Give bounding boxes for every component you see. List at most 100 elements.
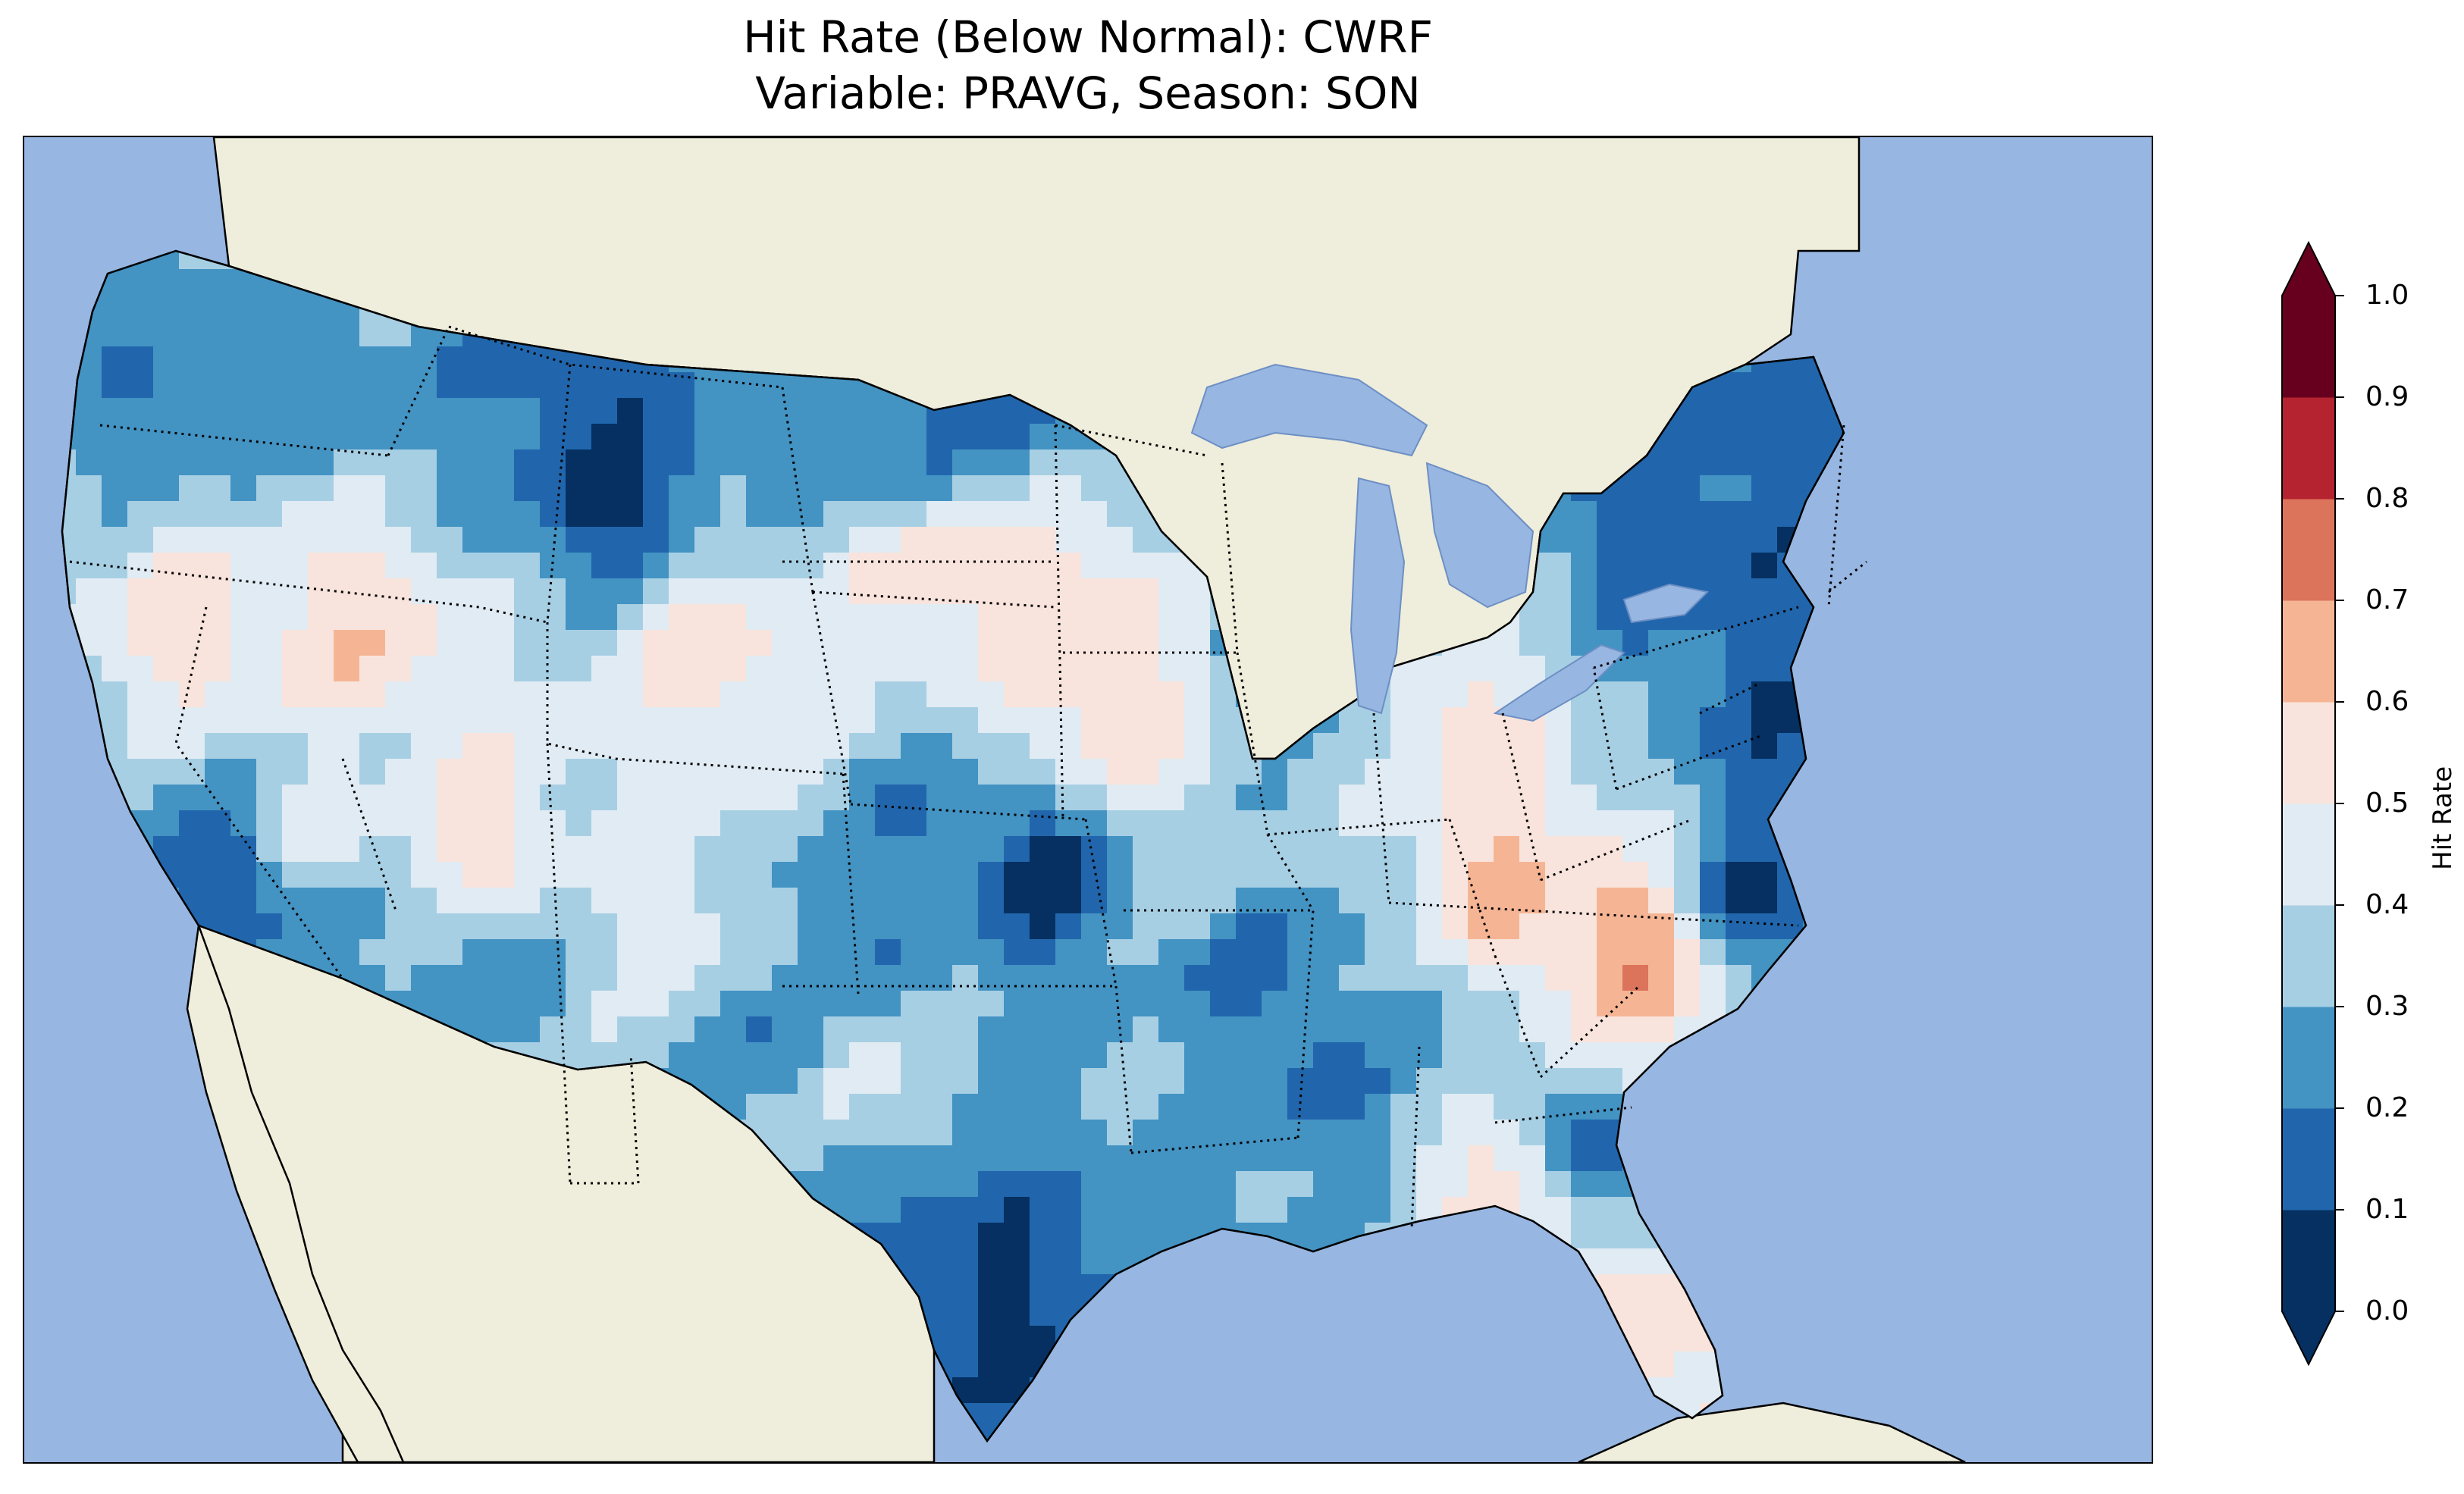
hit-rate-cell (256, 449, 283, 476)
hit-rate-cell (1030, 1326, 1056, 1352)
hit-rate-cell (1674, 1326, 1701, 1352)
colorbar-bin (2282, 803, 2335, 906)
hit-rate-cell (823, 862, 850, 888)
lake-michigan (1350, 477, 1406, 715)
hit-rate-cell (1442, 991, 1469, 1017)
hit-rate-cell (1313, 913, 1340, 940)
hit-rate-cell (437, 707, 463, 734)
hit-rate-cell (643, 475, 669, 502)
hit-rate-cell (308, 398, 334, 424)
hit-rate-cell (1751, 553, 1778, 579)
state-borders (69, 325, 1867, 1229)
hit-rate-cell (772, 1094, 798, 1120)
hit-rate-cell (1287, 1016, 1314, 1043)
hit-rate-cell (1442, 1042, 1469, 1069)
hit-rate-cell (127, 346, 154, 373)
hit-rate-cell (488, 810, 515, 837)
hit-rate-cell (798, 733, 824, 760)
hit-rate-cell (669, 707, 695, 734)
hit-rate-cell (1597, 681, 1623, 708)
hit-rate-cell (1597, 578, 1623, 605)
hit-rate-cell (1622, 1274, 1649, 1301)
hit-rate-cell (1055, 1197, 1082, 1223)
hit-rate-cell (1365, 1094, 1391, 1120)
hit-rate-cell (1184, 1042, 1211, 1069)
hit-rate-cell (488, 604, 515, 631)
hit-rate-cell (798, 449, 824, 476)
lake-huron (1425, 462, 1535, 609)
hit-rate-cell (617, 836, 644, 863)
hit-rate-cell (720, 888, 747, 914)
hit-rate-cell (952, 1094, 979, 1120)
hit-rate-cell (230, 424, 257, 450)
hit-rate-cell (617, 862, 644, 888)
hit-rate-cell (694, 785, 721, 811)
hit-rate-cell (1184, 862, 1211, 888)
hit-rate-cell (591, 398, 618, 424)
hit-rate-cell (540, 785, 566, 811)
hit-rate-cell (1390, 1120, 1417, 1146)
hit-rate-cell (746, 449, 773, 476)
hit-rate-cell (1339, 1042, 1365, 1069)
hit-rate-cell (1545, 630, 1572, 656)
hit-rate-cell (1004, 1016, 1030, 1043)
hit-rate-cell (282, 449, 309, 476)
hit-rate-cell (1133, 759, 1159, 785)
hit-rate-cell (694, 604, 721, 631)
hit-rate-cell (76, 527, 102, 553)
hit-rate-cell (952, 1171, 979, 1198)
hit-rate-cell (875, 1094, 901, 1120)
hit-rate-cell (1571, 733, 1597, 760)
hit-rate-cell (746, 759, 773, 785)
hit-rate-cell (1726, 604, 1752, 631)
hit-rate-cell (1287, 836, 1314, 863)
hit-rate-cell (591, 424, 618, 450)
hit-rate-cell (488, 578, 515, 605)
colorbar-extend-min (2282, 1311, 2335, 1364)
hit-rate-cell (1313, 785, 1340, 811)
hit-rate-cell (1081, 656, 1108, 682)
hit-rate-cell (1674, 527, 1701, 553)
hit-rate-cell (901, 939, 927, 966)
hit-rate-cell (1055, 991, 1082, 1017)
hit-rate-cell (746, 888, 773, 914)
hit-rate-cell (179, 604, 205, 631)
hit-rate-cell (952, 1300, 979, 1326)
hit-rate-cell (411, 862, 437, 888)
hit-rate-cell (437, 475, 463, 502)
hit-rate-cell (978, 1377, 1005, 1404)
hit-rate-cell (205, 630, 231, 656)
hit-rate-cell (823, 1068, 850, 1095)
hit-rate-cell (488, 501, 515, 528)
hit-rate-cell (823, 424, 850, 450)
hit-rate-cell (256, 836, 283, 863)
hit-rate-cell (1494, 836, 1520, 863)
hit-rate-cell (694, 733, 721, 760)
hit-rate-cell (1519, 785, 1546, 811)
hit-rate-cell (1236, 810, 1262, 837)
hit-rate-cell (1494, 1016, 1520, 1043)
hit-rate-cell (1339, 862, 1365, 888)
hit-rate-cell (978, 604, 1005, 631)
hit-rate-cell (952, 862, 979, 888)
hit-rate-cell (179, 785, 205, 811)
hit-rate-cell (772, 836, 798, 863)
hit-rate-cell (334, 888, 360, 914)
hit-rate-cell (1390, 862, 1417, 888)
hit-rate-cell (1622, 862, 1649, 888)
hit-rate-cell (669, 578, 695, 605)
hit-rate-cell (1700, 630, 1726, 656)
hit-rate-cell (669, 604, 695, 631)
hit-rate-cell (1158, 991, 1185, 1017)
hit-rate-cell (849, 888, 876, 914)
hit-rate-cell (385, 681, 412, 708)
hit-rate-cell (1030, 424, 1056, 450)
hit-rate-cell (1468, 656, 1494, 682)
hit-rate-cell (1674, 810, 1701, 837)
hit-rate-cell (591, 991, 618, 1017)
hit-rate-cell (1442, 836, 1469, 863)
hit-rate-cell (62, 527, 77, 553)
hit-rate-cell (1622, 1223, 1649, 1249)
hit-rate-cell (1726, 939, 1752, 966)
hit-rate-cell (1184, 1120, 1211, 1146)
